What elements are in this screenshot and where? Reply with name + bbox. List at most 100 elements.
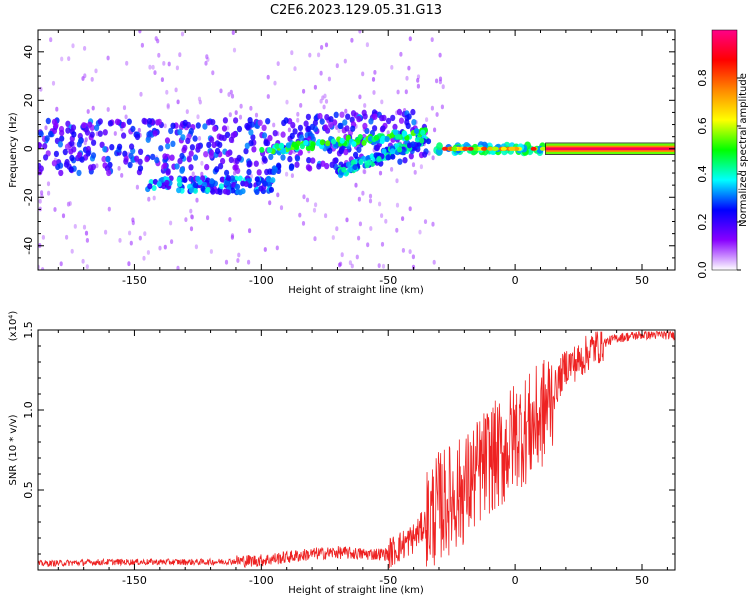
heatmap-cell: [380, 213, 384, 219]
heatmap-cell: [352, 164, 358, 171]
heatmap-cell: [122, 150, 128, 157]
heatmap-cell: [53, 207, 57, 212]
heatmap-cell: [200, 160, 204, 166]
heatmap-cell: [185, 137, 191, 144]
heatmap-cell: [250, 134, 256, 141]
heatmap-cell: [95, 163, 99, 169]
x-tick-label: 0: [512, 274, 519, 287]
heatmap-cell: [53, 150, 60, 158]
heatmap-cell: [276, 192, 280, 198]
heatmap-cell: [401, 248, 405, 253]
heatmap-cell: [247, 259, 251, 265]
heatmap-cell: [232, 47, 237, 53]
heatmap-cell: [71, 43, 75, 49]
heatmap-cell: [94, 68, 98, 74]
heatmap-cell: [390, 167, 394, 172]
heatmap-cell: [337, 128, 341, 134]
heatmap-cell: [137, 158, 143, 165]
x-tick-label: 50: [635, 574, 649, 587]
heatmap-cell: [248, 129, 254, 136]
heatmap-cell: [335, 63, 339, 69]
heatmap-cell: [128, 230, 132, 236]
heatmap-cell: [275, 245, 279, 251]
heatmap-cell: [395, 202, 400, 208]
heatmap-cell: [472, 146, 479, 151]
heatmap-cell: [84, 129, 90, 136]
heatmap-cell: [418, 229, 422, 235]
heatmap-cell: [102, 129, 108, 136]
heatmap-cell: [324, 213, 328, 219]
heatmap-cell: [192, 182, 198, 189]
heatmap-cell: [224, 179, 230, 186]
heatmap-cell: [263, 247, 267, 252]
heatmap-cell: [230, 187, 236, 194]
heatmap-cell: [408, 249, 412, 255]
heatmap-cell: [90, 152, 97, 159]
heatmap-cell: [462, 146, 469, 151]
heatmap-cell: [195, 197, 199, 203]
heatmap-cell: [335, 125, 339, 130]
heatmap-cell: [303, 120, 309, 127]
heatmap-cell: [257, 119, 263, 127]
heatmap-cell: [270, 177, 276, 184]
heatmap-cell: [416, 78, 420, 83]
heatmap-cell: [205, 54, 209, 60]
heatmap-cell: [279, 205, 284, 211]
heatmap-cell: [398, 117, 405, 124]
heatmap-cell: [390, 114, 396, 122]
colorbar-label: Normalized spectral amplitude: [738, 73, 749, 227]
heatmap-cell: [219, 88, 223, 94]
heatmap-cell: [414, 128, 420, 135]
heatmap-cell: [81, 76, 85, 81]
x-tick-label: -50: [379, 274, 397, 287]
heatmap-cell: [137, 127, 141, 133]
heatmap-cell: [378, 170, 383, 176]
colorbar: 0.0 0.2 0.4 0.6 0.8 Normalized spectral ampl…: [696, 29, 749, 279]
heatmap-cell: [85, 238, 89, 243]
spectrogram-frame: [37, 29, 676, 271]
heatmap-cell: [341, 166, 347, 173]
heatmap-cell: [138, 30, 142, 34]
heatmap-cell: [413, 170, 417, 175]
heatmap-cell: [288, 164, 294, 171]
heatmap-cell: [285, 99, 289, 105]
heatmap-cell: [146, 250, 150, 255]
heatmap-cell: [338, 147, 344, 154]
heatmap-cell: [376, 156, 382, 162]
heatmap-cell: [195, 175, 201, 182]
heatmap-cell: [310, 141, 316, 148]
heatmap-cell: [146, 131, 152, 138]
heatmap-cell: [122, 105, 127, 111]
heatmap-cell: [43, 154, 49, 161]
heatmap-cell: [194, 244, 198, 250]
y-tick-label: 0.5: [22, 481, 35, 499]
heatmap-cell: [258, 185, 264, 192]
heatmap-cell: [392, 123, 398, 131]
snr-ylabel: SNR (10 * v/v): [8, 414, 19, 485]
heatmap-cell: [338, 122, 344, 130]
heatmap-cell: [441, 146, 448, 151]
heatmap-cell: [380, 241, 385, 247]
heatmap-cell: [301, 221, 306, 226]
heatmap-cell: [81, 258, 85, 264]
heatmap-cell: [323, 93, 327, 99]
heatmap-cell: [290, 50, 294, 56]
heatmap-cell: [347, 166, 353, 173]
heatmap-cell: [362, 122, 368, 130]
heatmap-cell: [395, 178, 399, 184]
heatmap-cell: [419, 164, 423, 170]
heatmap-cell: [372, 125, 378, 132]
heatmap-cell: [276, 162, 282, 169]
heatmap-cell: [225, 150, 231, 157]
heatmap-cell: [369, 226, 373, 231]
heatmap-cell: [202, 123, 208, 130]
heatmap-cell: [411, 254, 415, 260]
heatmap-cell: [261, 124, 267, 131]
heatmap-cell: [227, 92, 231, 97]
heatmap-cell: [397, 158, 403, 165]
heatmap-cell: [225, 175, 231, 181]
heatmap-cell: [353, 151, 359, 159]
heatmap-cell: [320, 45, 324, 50]
heatmap-cell: [325, 140, 331, 147]
heatmap-cell: [406, 113, 412, 120]
